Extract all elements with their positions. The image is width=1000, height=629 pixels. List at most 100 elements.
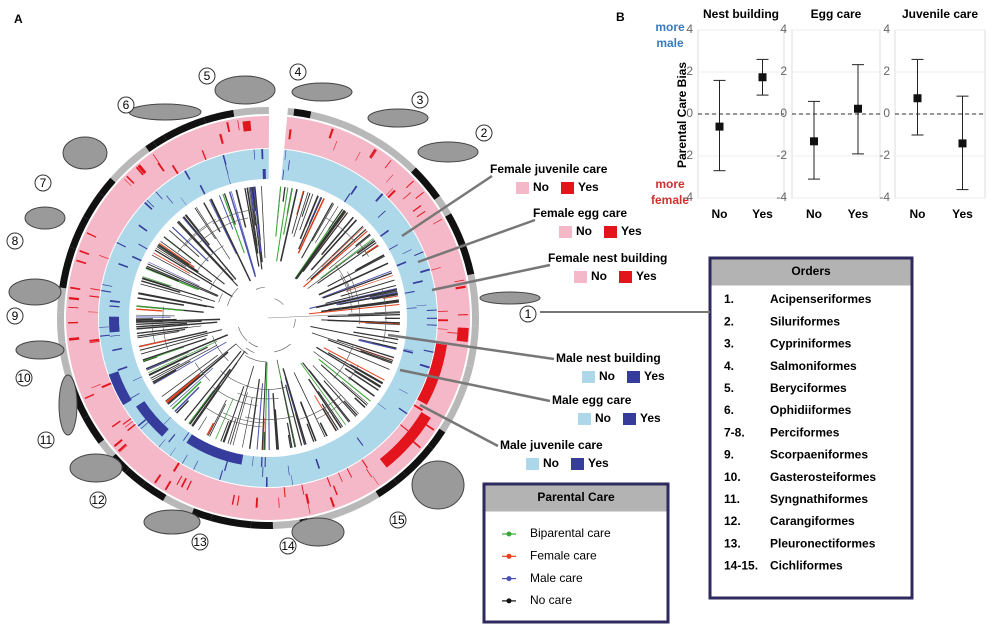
- female-tick: [90, 288, 101, 291]
- female-tick: [91, 384, 101, 389]
- branch: [151, 254, 200, 282]
- x-tick-label: Yes: [752, 207, 773, 221]
- order-name: Scorpaeniformes: [770, 448, 868, 462]
- branch: [142, 277, 170, 288]
- male-block: [186, 434, 244, 465]
- order-segment: [83, 192, 105, 220]
- branch: [209, 199, 237, 255]
- female-tick: [219, 133, 224, 145]
- y-tick-label: 4: [883, 22, 890, 36]
- branch: [340, 279, 395, 297]
- branch: [253, 186, 262, 252]
- legend-label: Yes: [644, 369, 665, 383]
- branch: [146, 351, 189, 371]
- male-tick: [109, 305, 120, 308]
- order-segment: [358, 128, 392, 153]
- branch: [189, 368, 231, 425]
- y-tick-label: 0: [686, 106, 693, 120]
- male-tick: [223, 461, 228, 472]
- order-segment: [141, 481, 167, 501]
- fish-drawing: [24, 206, 66, 230]
- branch: [158, 242, 195, 268]
- order-segment: [434, 195, 452, 217]
- point: [958, 139, 967, 148]
- fish-drawing: [15, 340, 65, 360]
- leader-line: [419, 403, 499, 448]
- branch: [142, 353, 162, 361]
- order-segment: [163, 117, 206, 141]
- branch: [322, 272, 393, 299]
- order-segment: [467, 273, 479, 315]
- female-tick: [332, 485, 338, 496]
- branch: [139, 339, 169, 348]
- y-tick-label: -2: [682, 148, 693, 162]
- order-segment: [287, 107, 295, 116]
- order-number: 4.: [724, 359, 734, 373]
- order-segment: [82, 415, 105, 444]
- y-tick-label: -4: [682, 190, 693, 204]
- female-tick: [117, 443, 127, 452]
- female-tick: [329, 497, 335, 508]
- female-tick: [70, 286, 81, 291]
- order-segment: [162, 494, 194, 515]
- leader-line: [387, 333, 555, 361]
- male-tick: [426, 309, 437, 311]
- branch: [319, 422, 328, 437]
- male-tick: [402, 249, 412, 255]
- female-tick: [127, 423, 136, 432]
- branch: [137, 297, 185, 306]
- fish-drawing: [128, 103, 202, 121]
- fish-number-circle: [198, 67, 216, 85]
- female-tick: [355, 151, 361, 161]
- branch: [155, 248, 187, 268]
- order-number: 13.: [724, 536, 741, 550]
- branch-arc: [237, 392, 279, 400]
- fish-number: 9: [12, 309, 19, 323]
- branch-arc: [245, 385, 286, 390]
- branch: [322, 288, 398, 307]
- branch: [207, 399, 227, 436]
- legend-label: Yes: [640, 411, 661, 425]
- branch-arc: [151, 317, 155, 343]
- legend-label: No: [533, 180, 549, 194]
- female-tick: [79, 250, 90, 255]
- fish-number: 4: [295, 65, 302, 79]
- fish-drawing: [291, 517, 345, 547]
- branch: [343, 400, 358, 416]
- order-number: 9.: [724, 448, 734, 462]
- order-name: Cypriniformes: [770, 337, 852, 351]
- branch: [139, 329, 223, 351]
- branch: [298, 197, 323, 250]
- care-label: Female care: [530, 548, 597, 562]
- order-segment: [233, 107, 258, 117]
- branch-arc: [293, 319, 296, 328]
- male-tick: [131, 255, 142, 262]
- male-tick: [398, 407, 408, 415]
- fish-number-circle: [37, 431, 55, 449]
- male-tick: [315, 458, 321, 469]
- branch: [137, 328, 186, 337]
- order-segment: [191, 508, 213, 522]
- fish-number: 10: [17, 371, 31, 385]
- female-tick: [365, 468, 373, 478]
- branch: [147, 341, 218, 374]
- female-tick: [455, 285, 466, 290]
- branch: [228, 191, 257, 277]
- point: [758, 73, 767, 82]
- care-label: No care: [530, 593, 572, 607]
- x-tick-label: Yes: [952, 207, 973, 221]
- female-tick: [416, 210, 426, 218]
- order-number: 12.: [724, 514, 741, 528]
- male-tick: [402, 349, 414, 354]
- order-segment: [309, 111, 344, 128]
- female-tick: [152, 154, 160, 163]
- branch: [215, 398, 234, 440]
- male-tick: [110, 334, 121, 337]
- male-tick: [416, 304, 427, 307]
- female-tick: [89, 338, 100, 342]
- order-name: Syngnathiformes: [770, 492, 868, 506]
- male-tick: [146, 199, 155, 208]
- fish-drawing: [367, 108, 429, 128]
- female-tick: [76, 259, 87, 265]
- care-swatch: [506, 598, 512, 604]
